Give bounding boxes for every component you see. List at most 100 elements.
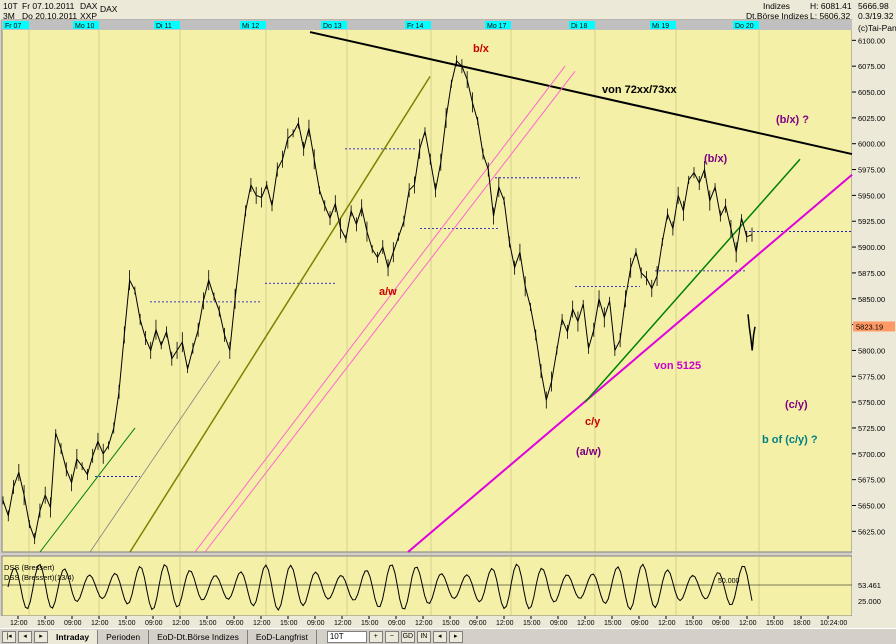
time-tick-label: 12:00 [253, 620, 271, 627]
day-label-box [154, 21, 180, 29]
period-short: 3M [3, 11, 15, 21]
time-tick-label: 15:00 [118, 620, 136, 627]
price-tick-label: 5675.00 [858, 476, 885, 485]
zoom-in-button[interactable]: + [368, 630, 383, 643]
day-label: Do 13 [323, 23, 342, 30]
annotation-label: von 5125 [654, 360, 701, 372]
chart-title: DAX [100, 4, 118, 14]
group-sub-label: Dt.Börse Indizes [746, 11, 809, 21]
day-label: Di 18 [571, 23, 587, 30]
plot-area [1, 19, 853, 553]
first-page-button[interactable]: |◂ [2, 630, 16, 643]
date-from: Fr 07.10.2011 [22, 1, 75, 11]
day-label: Do 20 [735, 23, 754, 30]
time-tick-label: 12:00 [415, 620, 433, 627]
annotation-label: (b/x) ? [776, 114, 809, 126]
day-label-box [650, 21, 676, 29]
dss-line [7, 563, 753, 611]
dss-value-label: 53.461 [858, 581, 881, 590]
tab-eod-dt-boerse[interactable]: EoD-Dt.Börse Indizes [149, 629, 248, 644]
time-tick-label: 10:24:00 [820, 620, 847, 627]
price-tick-label: 5950.00 [858, 191, 885, 200]
scroll-left-button[interactable]: ◂ [432, 630, 447, 643]
time-tick-label: 09:00 [712, 620, 730, 627]
pink-trendline-2 [204, 71, 576, 553]
high-label: H: 6081.41 [810, 1, 852, 11]
last-price-tag [853, 321, 895, 332]
price-tick-label: 6075.00 [858, 62, 885, 71]
time-tick-label: 15:00 [604, 620, 622, 627]
day-label: Mi 19 [652, 23, 669, 30]
time-tick-label: 09:00 [469, 620, 487, 627]
time-tick-label: 12:00 [577, 620, 595, 627]
zoom-out-button[interactable]: − [384, 630, 399, 643]
dss-sub-label: DSS (Bressert)(13/4) [4, 573, 75, 582]
last-price-label: 5823.19 [856, 322, 883, 331]
index-name: DAX [80, 1, 98, 11]
olive-trendline [129, 76, 431, 553]
price-tick-label: 5900.00 [858, 243, 885, 252]
in-button[interactable]: IN [416, 630, 431, 643]
day-label-box [569, 21, 595, 29]
group-label: Indizes [763, 1, 790, 11]
day-label-box [73, 21, 99, 29]
next-page-button[interactable]: ▸ [34, 630, 48, 643]
price-tick-label: 6000.00 [858, 140, 885, 149]
day-label: Mo 10 [75, 23, 95, 30]
time-tick-label: 09:00 [631, 620, 649, 627]
price-tick-label: 5925.00 [858, 217, 885, 226]
dss-level-label: 50.000 [718, 578, 740, 585]
indicator-panel [1, 555, 853, 617]
tab-intraday[interactable]: Intraday [48, 629, 99, 644]
day-label-box [321, 21, 347, 29]
gd-button[interactable]: GD [400, 630, 415, 643]
price-tick-label: 5700.00 [858, 450, 885, 459]
symbol-short: 10T [3, 1, 18, 11]
brand-label: (c)Tai-Pan [858, 23, 896, 33]
low-label: L: 5606.32 [810, 11, 851, 21]
price-tick-label: 5975.00 [858, 166, 885, 175]
annotation-label: (c/y) [785, 399, 808, 411]
time-tick-label: 09:00 [226, 620, 244, 627]
annotation-label: c/y [585, 416, 601, 428]
time-tick-label: 12:00 [10, 620, 28, 627]
day-label-box [240, 21, 266, 29]
annotation-label: b/x [473, 43, 490, 55]
period-combo[interactable]: 10T [326, 630, 367, 643]
date-to: Do 20.10.2011 [22, 11, 78, 21]
annotation-label: a/w [379, 286, 397, 298]
prev-page-button[interactable]: ◂ [18, 630, 32, 643]
support-trendline [407, 173, 853, 553]
price-tick-label: 5750.00 [858, 398, 885, 407]
bottom-tab-bar: |◂ ◂ ▸ Intraday Perioden EoD-Dt.Börse In… [0, 628, 896, 644]
time-tick-label: 15:00 [37, 620, 55, 627]
time-tick-label: 15:00 [280, 620, 298, 627]
annotation-label: b of (c/y) ? [762, 434, 818, 446]
price-tick-label: 5650.00 [858, 501, 885, 510]
price-tick-label: 5625.00 [858, 527, 885, 536]
dss-label: DSS (Bressert) [4, 563, 55, 572]
price-tick-label: 5775.00 [858, 372, 885, 381]
time-tick-label: 15:00 [361, 620, 379, 627]
price-tick-label: 5875.00 [858, 269, 885, 278]
day-label: Di 11 [156, 23, 172, 30]
price-tick-label: 5800.00 [858, 346, 885, 355]
day-label-box [3, 21, 29, 29]
scroll-right-button[interactable]: ▸ [448, 630, 463, 643]
time-tick-label: 12:00 [739, 620, 757, 627]
day-label: Mi 12 [242, 23, 259, 30]
day-label-box [733, 21, 759, 29]
tab-eod-langfrist[interactable]: EoD-Langfrist [248, 629, 317, 644]
day-label-box [405, 21, 431, 29]
time-tick-label: 09:00 [145, 620, 163, 627]
time-tick-label: 15:00 [199, 620, 217, 627]
time-tick-label: 12:00 [334, 620, 352, 627]
annotation-label: (b/x) [704, 153, 728, 165]
annotation-label: von 72xx/73xx [602, 84, 677, 96]
time-tick-label: 15:00 [766, 620, 784, 627]
time-tick-label: 12:00 [496, 620, 514, 627]
tab-perioden[interactable]: Perioden [98, 629, 150, 644]
price-tick-label: 6100.00 [858, 36, 885, 45]
day-label: Fr 14 [407, 23, 423, 30]
